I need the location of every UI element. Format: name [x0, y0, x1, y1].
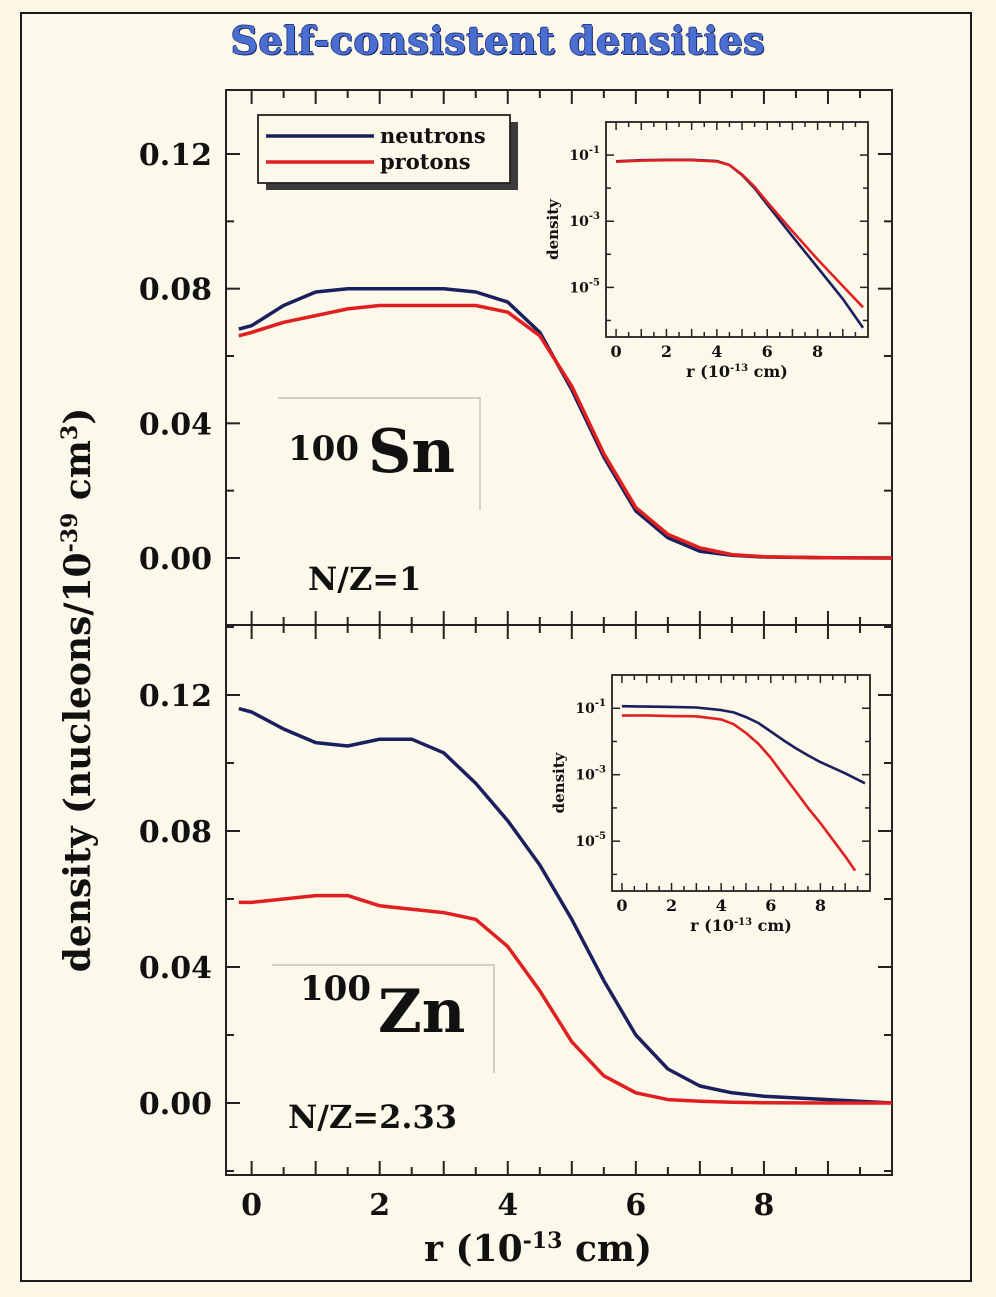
panel-1-inset-x-tick-label: 0 [611, 342, 622, 361]
panel-1-inset-frame [606, 122, 868, 337]
panel-2-y-tick-label: 0.04 [139, 951, 212, 986]
panel-2-inset-x-tick-label: 8 [815, 896, 826, 915]
panel-1-inset-y-tick-label: 10-1 [569, 145, 600, 164]
panel-1-ratio-label: N/Z=1 [308, 560, 421, 598]
panel-2-inset-x-label: r (10-13 cm) [690, 916, 792, 935]
x-tick-label: 6 [625, 1188, 646, 1223]
panel-1-y-tick-label: 0.00 [139, 542, 212, 577]
panel-1-inset-x-tick-label: 6 [762, 342, 773, 361]
panel-2-y-tick-label: 0.12 [139, 679, 212, 714]
legend-label-protons: protons [380, 149, 471, 174]
x-tick-label: 8 [753, 1188, 774, 1223]
panel-2-y-tick-label: 0.08 [139, 815, 212, 850]
panel-1-inset-y-tick-label: 10-5 [569, 277, 600, 296]
panel-1-inset-y-tick-label: 10-3 [569, 211, 600, 230]
panel-2-inset-x-tick-label: 0 [616, 896, 627, 915]
panel-2-inset-x-tick-label: 4 [716, 896, 727, 915]
panel-1-inset-y-label: density [544, 198, 562, 260]
panel-1-inset-x-tick-label: 2 [661, 342, 672, 361]
panel-1-nucleus-symbol: Sn [368, 417, 455, 487]
panel-1-nucleus-mass: 100 [288, 429, 359, 469]
x-tick-label: 0 [241, 1188, 262, 1223]
panel-2-ratio-label: N/Z=2.33 [288, 1098, 457, 1136]
panel-2-nucleus-symbol: Zn [378, 977, 465, 1047]
panel-2-y-tick-label: 0.00 [139, 1087, 212, 1122]
panel-1-y-tick-label: 0.08 [139, 273, 212, 308]
x-tick-label: 4 [497, 1188, 518, 1223]
x-tick-label: 2 [369, 1188, 390, 1223]
panel-1-y-tick-label: 0.04 [139, 407, 212, 442]
panel-1-y-tick-label: 0.12 [139, 138, 212, 173]
panel-2-nucleus-mass: 100 [300, 969, 371, 1009]
panel-2-inset-x-tick-label: 6 [765, 896, 776, 915]
panel-1-inset-x-tick-label: 4 [711, 342, 722, 361]
panel-2-inset-y-tick-label: 10-1 [575, 698, 606, 717]
panel-2-inset-y-tick-label: 10-5 [575, 831, 606, 850]
panel-2-inset-y-tick-label: 10-3 [575, 765, 606, 784]
panel-2-inset-y-label: density [550, 751, 568, 813]
legend-label-neutrons: neutrons [380, 123, 486, 148]
panel-1-inset-x-label: r (10-13 cm) [686, 362, 788, 381]
panel-1-inset-x-tick-label: 8 [812, 342, 823, 361]
panel-2-inset-x-tick-label: 2 [666, 896, 677, 915]
